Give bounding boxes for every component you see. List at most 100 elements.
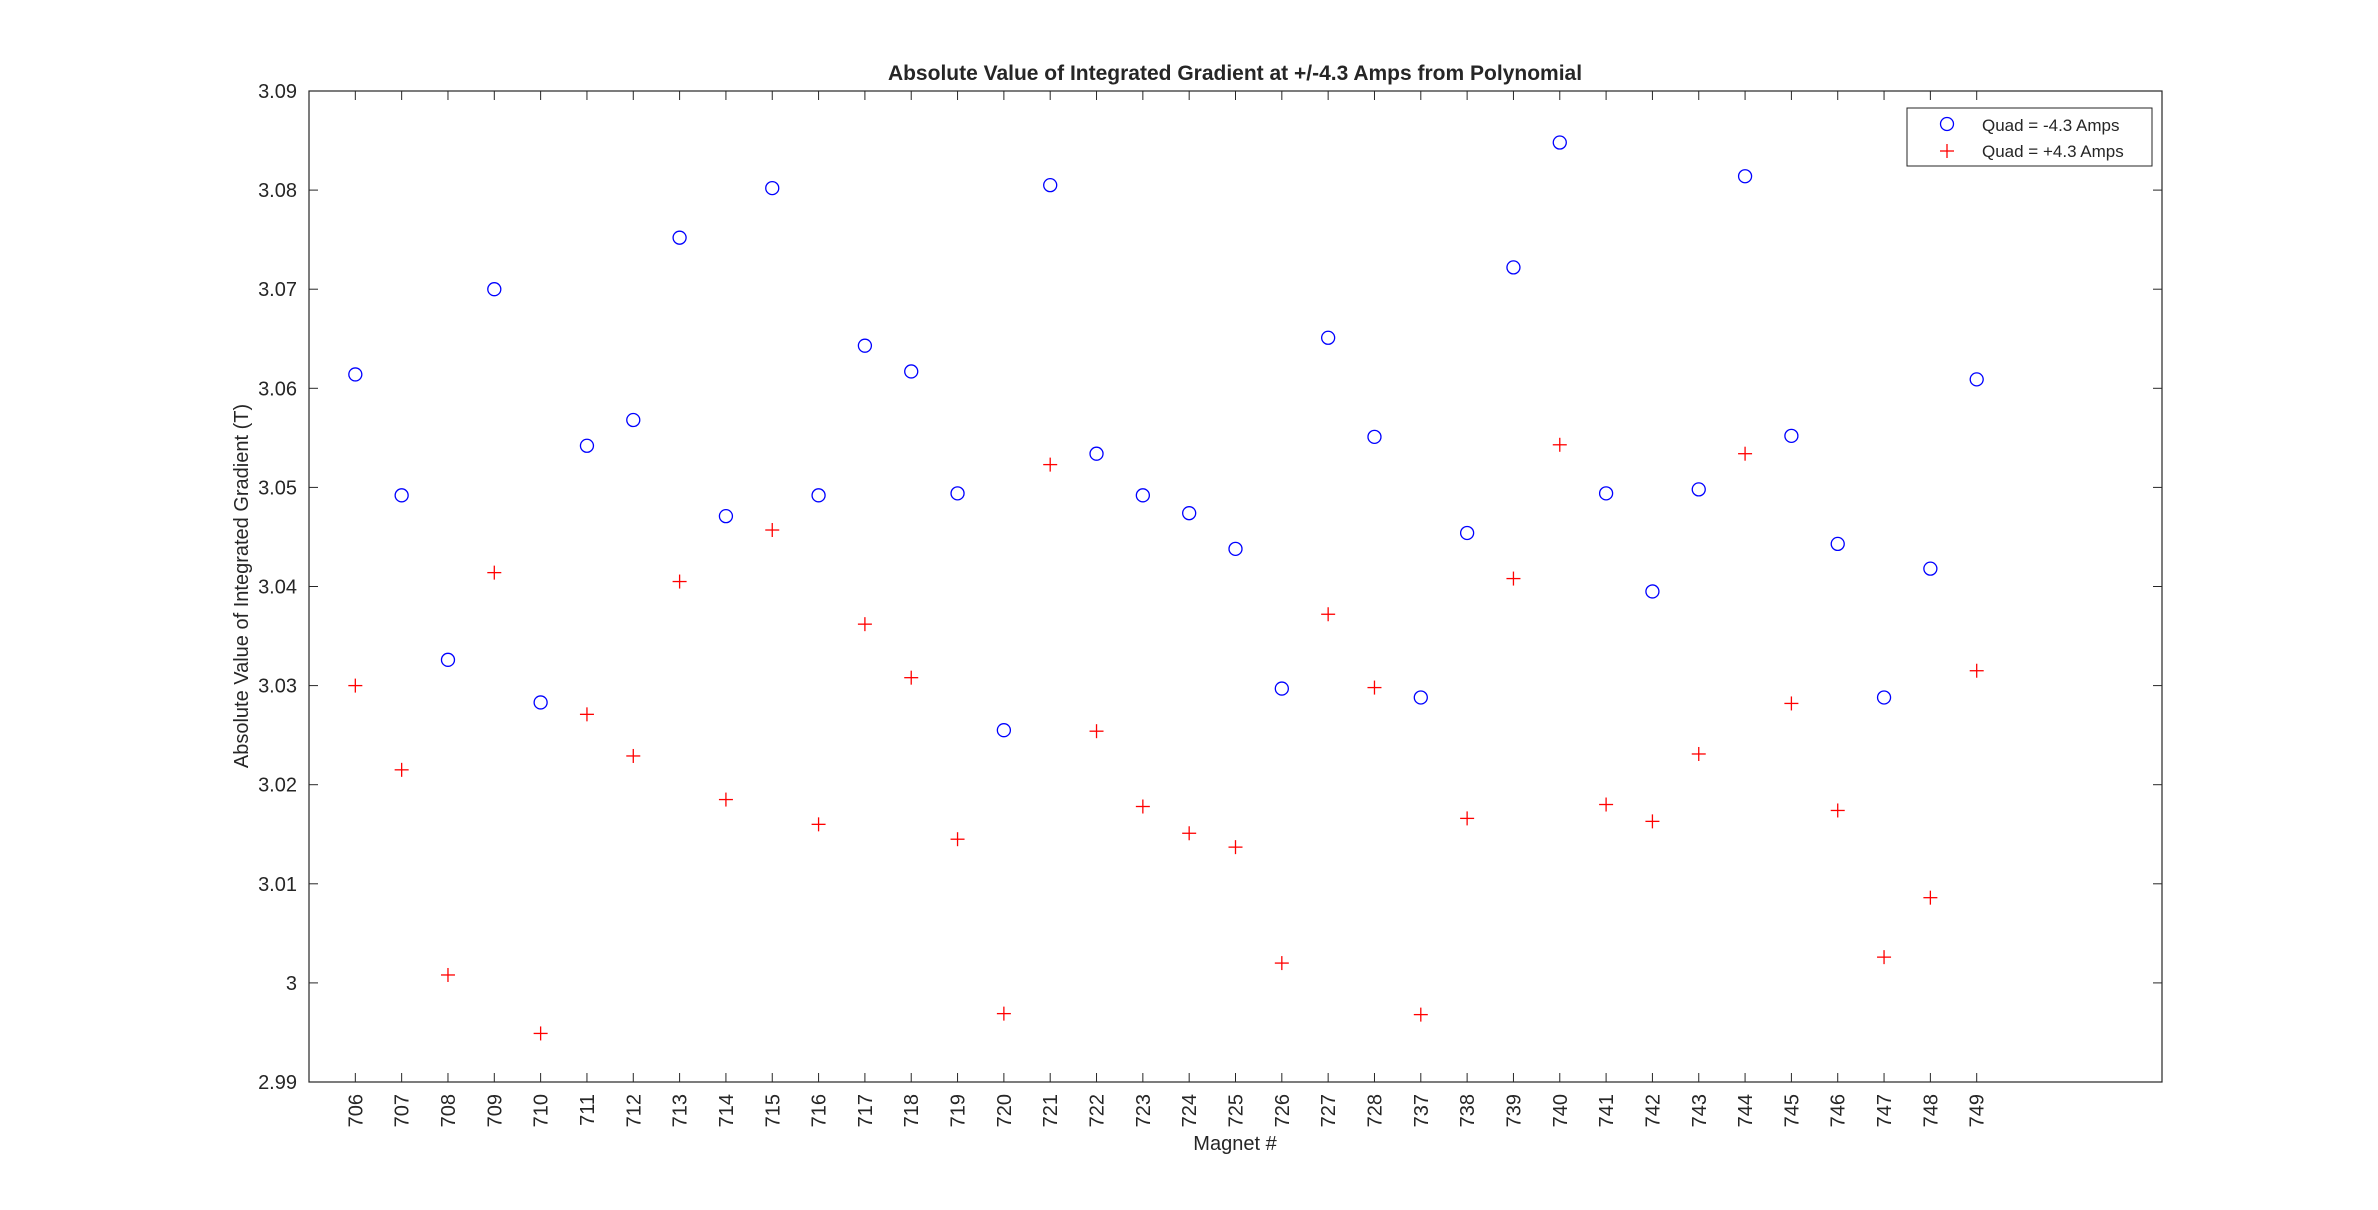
legend-marker-circle [1939, 116, 1955, 132]
legend-label-pos: Quad = +4.3 Amps [1982, 142, 2124, 161]
y-tick-label: 3.09 [258, 81, 297, 103]
point-pos-712 [626, 748, 641, 763]
y-tick-label: 3.02 [258, 775, 297, 797]
x-tick-label: 715 [762, 1094, 784, 1127]
point-neg-706 [348, 367, 363, 382]
x-tick-label: 742 [1642, 1094, 1664, 1127]
point-neg-708 [440, 652, 456, 667]
point-pos-743 [1691, 746, 1706, 761]
point-pos-739 [1506, 571, 1521, 586]
point-pos-748 [1923, 890, 1938, 905]
point-pos-715 [765, 523, 780, 538]
point-neg-740 [1552, 135, 1567, 150]
x-tick-label: 725 [1226, 1094, 1248, 1127]
point-pos-709 [487, 565, 502, 580]
y-tick-label: 3.03 [258, 676, 297, 698]
point-neg-738 [1459, 525, 1475, 541]
point-pos-717 [857, 617, 872, 632]
y-tick-label: 3.06 [258, 378, 297, 400]
point-pos-741 [1599, 797, 1614, 812]
plot-area [308, 90, 2163, 1083]
x-tick-label: 717 [855, 1094, 877, 1127]
x-tick-label: 708 [438, 1094, 460, 1127]
point-neg-719 [950, 486, 965, 501]
point-neg-746 [1830, 536, 1845, 552]
x-tick-label: 713 [670, 1094, 692, 1127]
point-pos-744 [1738, 446, 1753, 461]
x-tick-label: 746 [1828, 1094, 1850, 1127]
x-tick-label: 723 [1133, 1094, 1155, 1127]
point-neg-722 [1089, 446, 1104, 461]
point-pos-722 [1089, 724, 1104, 739]
point-pos-714 [718, 792, 733, 807]
point-neg-712 [626, 412, 641, 428]
y-tick-label: 3.05 [258, 477, 297, 499]
point-neg-723 [1135, 488, 1150, 503]
chart-title: Absolute Value of Integrated Gradient at… [888, 62, 1582, 85]
x-axis-label: Magnet # [1193, 1133, 1277, 1155]
legend-label-neg: Quad = -4.3 Amps [1982, 116, 2120, 135]
point-neg-743 [1691, 482, 1706, 497]
y-tick-label: 3.08 [258, 180, 297, 202]
point-neg-741 [1598, 486, 1614, 501]
x-tick-label: 709 [484, 1094, 506, 1127]
x-tick-label: 724 [1179, 1094, 1201, 1127]
y-tick-label: 3.07 [258, 279, 297, 301]
point-pos-742 [1645, 814, 1660, 829]
point-neg-714 [718, 508, 734, 524]
point-pos-724 [1182, 826, 1197, 841]
point-neg-713 [672, 230, 687, 245]
x-tick-label: 738 [1457, 1094, 1479, 1127]
x-tick-label: 737 [1411, 1094, 1433, 1127]
point-pos-749 [1969, 663, 1984, 678]
y-axis-label: Absolute Value of Integrated Gradient (T… [231, 404, 253, 768]
point-neg-739 [1506, 260, 1521, 275]
x-tick-label: 719 [948, 1094, 970, 1127]
point-neg-726 [1274, 681, 1289, 696]
point-neg-710 [533, 695, 548, 710]
x-tick-label: 720 [994, 1094, 1016, 1127]
point-pos-737 [1413, 1007, 1428, 1022]
x-tick-label: 721 [1040, 1094, 1062, 1127]
point-pos-745 [1784, 696, 1799, 711]
x-tick-label: 744 [1735, 1094, 1757, 1127]
x-tick-label: 749 [1967, 1094, 1989, 1127]
point-pos-740 [1552, 437, 1567, 452]
x-tick-label: 726 [1272, 1094, 1294, 1127]
y-tick-label: 3.04 [258, 577, 297, 599]
x-tick-label: 714 [716, 1094, 738, 1127]
x-tick-label: 748 [1920, 1094, 1942, 1127]
x-tick-label: 716 [809, 1094, 831, 1127]
point-neg-720 [996, 723, 1012, 738]
point-pos-726 [1274, 956, 1289, 971]
point-pos-727 [1321, 607, 1336, 622]
point-neg-728 [1367, 429, 1382, 445]
point-pos-706 [348, 678, 363, 693]
y-tick-label: 3 [286, 973, 297, 995]
point-neg-745 [1784, 428, 1799, 444]
point-neg-717 [857, 338, 873, 353]
point-neg-749 [1969, 372, 1984, 387]
x-tick-label: 745 [1781, 1094, 1803, 1127]
point-pos-708 [440, 967, 455, 982]
point-neg-724 [1182, 506, 1197, 521]
point-pos-716 [811, 817, 826, 832]
point-neg-716 [811, 488, 826, 503]
legend-marker-plus [1940, 144, 1954, 158]
legend: Quad = -4.3 Amps Quad = +4.3 Amps [1906, 107, 2153, 167]
y-tick-label: 2.99 [258, 1072, 297, 1094]
point-neg-727 [1321, 330, 1336, 345]
point-neg-742 [1645, 584, 1660, 599]
x-tick-label: 718 [901, 1094, 923, 1127]
x-tick-label: 728 [1364, 1094, 1386, 1127]
point-pos-747 [1877, 950, 1892, 965]
x-tick-label: 712 [623, 1094, 645, 1127]
x-tick-label: 727 [1318, 1094, 1340, 1127]
point-pos-719 [950, 832, 965, 847]
x-tick-label: 740 [1550, 1094, 1572, 1127]
point-neg-711 [579, 438, 595, 453]
point-pos-720 [996, 1006, 1011, 1021]
point-neg-747 [1876, 690, 1892, 705]
point-pos-746 [1830, 803, 1845, 818]
